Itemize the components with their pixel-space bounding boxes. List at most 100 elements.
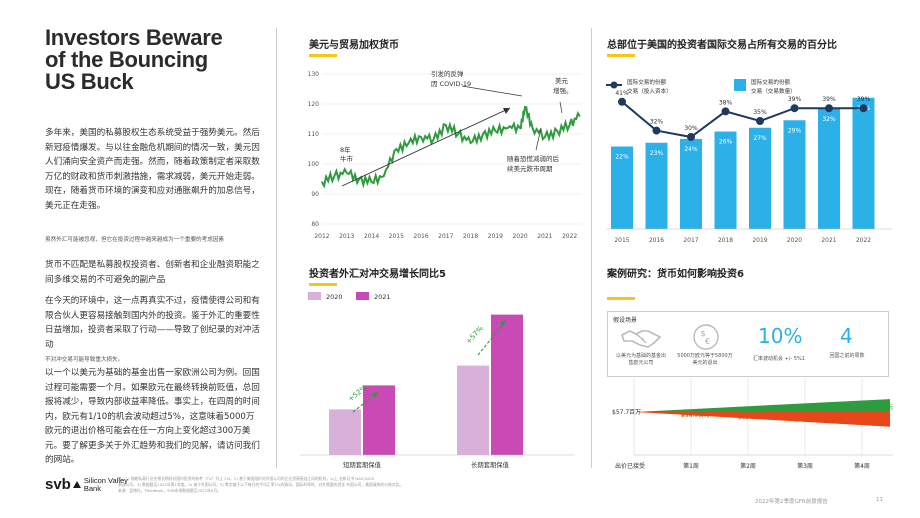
chart1-x-tick-label: 2014 [364,233,379,240]
title-line-3: US Buck [45,69,134,94]
svg-text:$: $ [701,329,706,338]
footnote-line-3: 来源：彭博社，PitchBook，SVB市场数据截至2022年6月。 [118,488,221,493]
scenario-card-3-value: 10% [758,324,803,348]
chart4-x-tick-label: 出价已接受 [615,462,645,470]
chart3-x-ticks: 短期套期保值 长期套期保值 [343,460,509,469]
chart2-x-tick-label: 2019 [752,237,767,244]
environment-paragraph: 在今天的环境中，这一点再真实不过，疫情使得公司和有限合伙人更容易接触到国内外的投… [45,296,260,350]
chart1-series-line [321,105,581,189]
chart3-long-growth-arrowhead-icon [500,320,506,327]
chart1-data-point [383,175,385,177]
chart2-bar-label: 22% [615,154,629,161]
scenario-card-4: 回国之前的周数 [829,353,865,359]
chart1-data-point [482,133,484,135]
column-divider-left [276,28,277,468]
footnote-line-2: 来自公司。3) 数据截至2022年第1季度。4) 基于外国公司。5) 数字基于以… [118,482,404,487]
chart3-bar-2021 [491,314,523,455]
chart4-x-tick-label: 第4周 [854,462,870,470]
chart4-x-tick-label: 第1周 [683,462,699,470]
chart1-ann-fall-2: 续美元跌市周期 [507,164,553,173]
chart1-data-point [531,127,534,129]
chart4-upside-wedge [634,399,890,412]
page-title: Investors Beware of the Bouncing US Buck [45,27,255,93]
chart1-y-tick-label: 120 [308,101,320,108]
chart3-bar-2020 [457,365,489,455]
chart1-x-tick-label: 2016 [413,233,428,240]
chart1-data-point [395,148,398,150]
chart2-line-marker [756,117,764,125]
chart1-data-point [432,139,435,141]
chart1-y-tick-label: 100 [308,161,320,168]
chart2-line-marker [859,104,868,113]
chart2-bar-label: 24% [684,146,698,153]
chart1-y-ticks: 130 120 110 100 90 80 [308,71,320,228]
chart3-bar-2021 [363,385,395,455]
international-deals-chart: 国际交易的份额 交易（投入资本） 国际交易的份额 交易（交易数量） 22% 23%… [606,78,892,244]
chart1-x-tick-label: 2020 [512,233,527,240]
column-divider-right [591,28,592,468]
chart1-y-tick-label: 110 [308,131,320,138]
chart1-data-point [494,130,497,132]
chart2-line-series: 41% 32% 30% 38% 35% 39% 39% 39% [615,90,870,141]
chart2-x-tick-label: 2017 [683,237,698,244]
chart2-bar-label: 32% [822,116,836,123]
scenario-box-title: 假设场景 [613,317,638,324]
note-fx-importance: 虽然外汇可能被忽视，但它在投资过程中越来越成为一个重要的考虑因素 [45,237,225,243]
scenario-card-2: 5000万欧元等于5800万美元的退出 [677,353,733,366]
chart2-line-label: 39% [857,96,871,103]
chart1-data-point [445,124,447,126]
chart1-data-point [568,124,571,126]
logo-line-2: Bank [83,483,101,493]
chart3-bars [329,314,523,455]
chart2-legend-line-marker [610,81,618,89]
chart1-data-point [469,142,472,144]
example-paragraph: 以一个以美元为基础的基金出售一家欧洲公司为例。回国过程可能需要一个月。如果欧元在… [45,368,260,465]
report-name: 2022年第2季度GFR前景报告 [755,499,828,505]
chart2-line-label: 41% [615,90,629,97]
chart2-line-marker [687,133,695,141]
chart2-legend-bar-2: 交易（交易数量） [751,87,796,95]
chart4-start-label: $57.7百万 [612,409,641,416]
chart1-x-tick-label: 2022 [562,233,577,240]
chart2-bar [749,127,771,229]
chart1-fall-pointer [535,127,542,151]
chart3-x-tick-label: 短期套期保值 [343,460,381,469]
chart1-ann-strong-2: 增强。 [553,86,573,95]
chart1-grid [322,73,582,225]
chart1-data-point [370,181,373,183]
chart2-bar [611,146,633,229]
chart1-ann-covid-1: 引发的反弹 [431,69,464,78]
chart2-x-tick-label: 2018 [718,237,733,244]
chart1-trend-arrow [341,107,511,187]
footnote-line-1: 注：1) 随着私募行业在增长期间对国内投资的参考（TV）为止 1%。2) 基于美… [118,476,375,481]
chart1-ann-strong-1: 美元 [555,76,569,85]
chart1-covid-pointer [461,85,523,97]
chart4-downside-label: $56.0百万 [681,412,710,419]
chart2-line-marker [618,97,626,106]
chart2-bars: 22% 23% 24% 26% 27% 29% 32% 35% [611,97,875,229]
chart2-line-label: 32% [650,119,664,126]
scenario-card-3: 汇率波动机会 +/- 5%1 [753,356,805,362]
exit-value-scenario-chart: $57.7百万 $59.0百万 $59.5百万 $60.0百万 6050万美元 $56.… [612,378,893,470]
chart2-x-tick-label: 2016 [649,237,664,244]
chart1-data-point [457,133,459,135]
chart1-x-tick-label: 2012 [314,233,329,240]
chart1-data-point [524,106,526,108]
chart2-x-tick-label: 2021 [821,237,836,244]
chart2-bar [645,142,668,229]
chart1-strong-pointer [559,101,563,114]
chart1-x-tick-label: 2013 [339,233,354,240]
chart2-line-marker [825,104,833,113]
chart2-legend-line-2: 交易（投入资本） [627,87,672,95]
chart3-legend-2020-swatch [308,292,321,300]
chart3-title-underline [309,283,337,286]
chart1-title: 美元与贸易加权货币 [309,40,399,51]
chart1-data-point [578,115,581,117]
chart1-data-point [420,136,422,138]
chart4-x-ticks: 出价已接受 第1周 第2周 第3周 第4周 [615,462,870,470]
chart2-line-path [621,101,864,139]
chart1-data-point [345,172,348,174]
chart1-data-point [407,142,410,144]
chart2-x-tick-label: 2015 [614,237,629,244]
chart4-upside-label: 6050万美元 [860,403,893,411]
